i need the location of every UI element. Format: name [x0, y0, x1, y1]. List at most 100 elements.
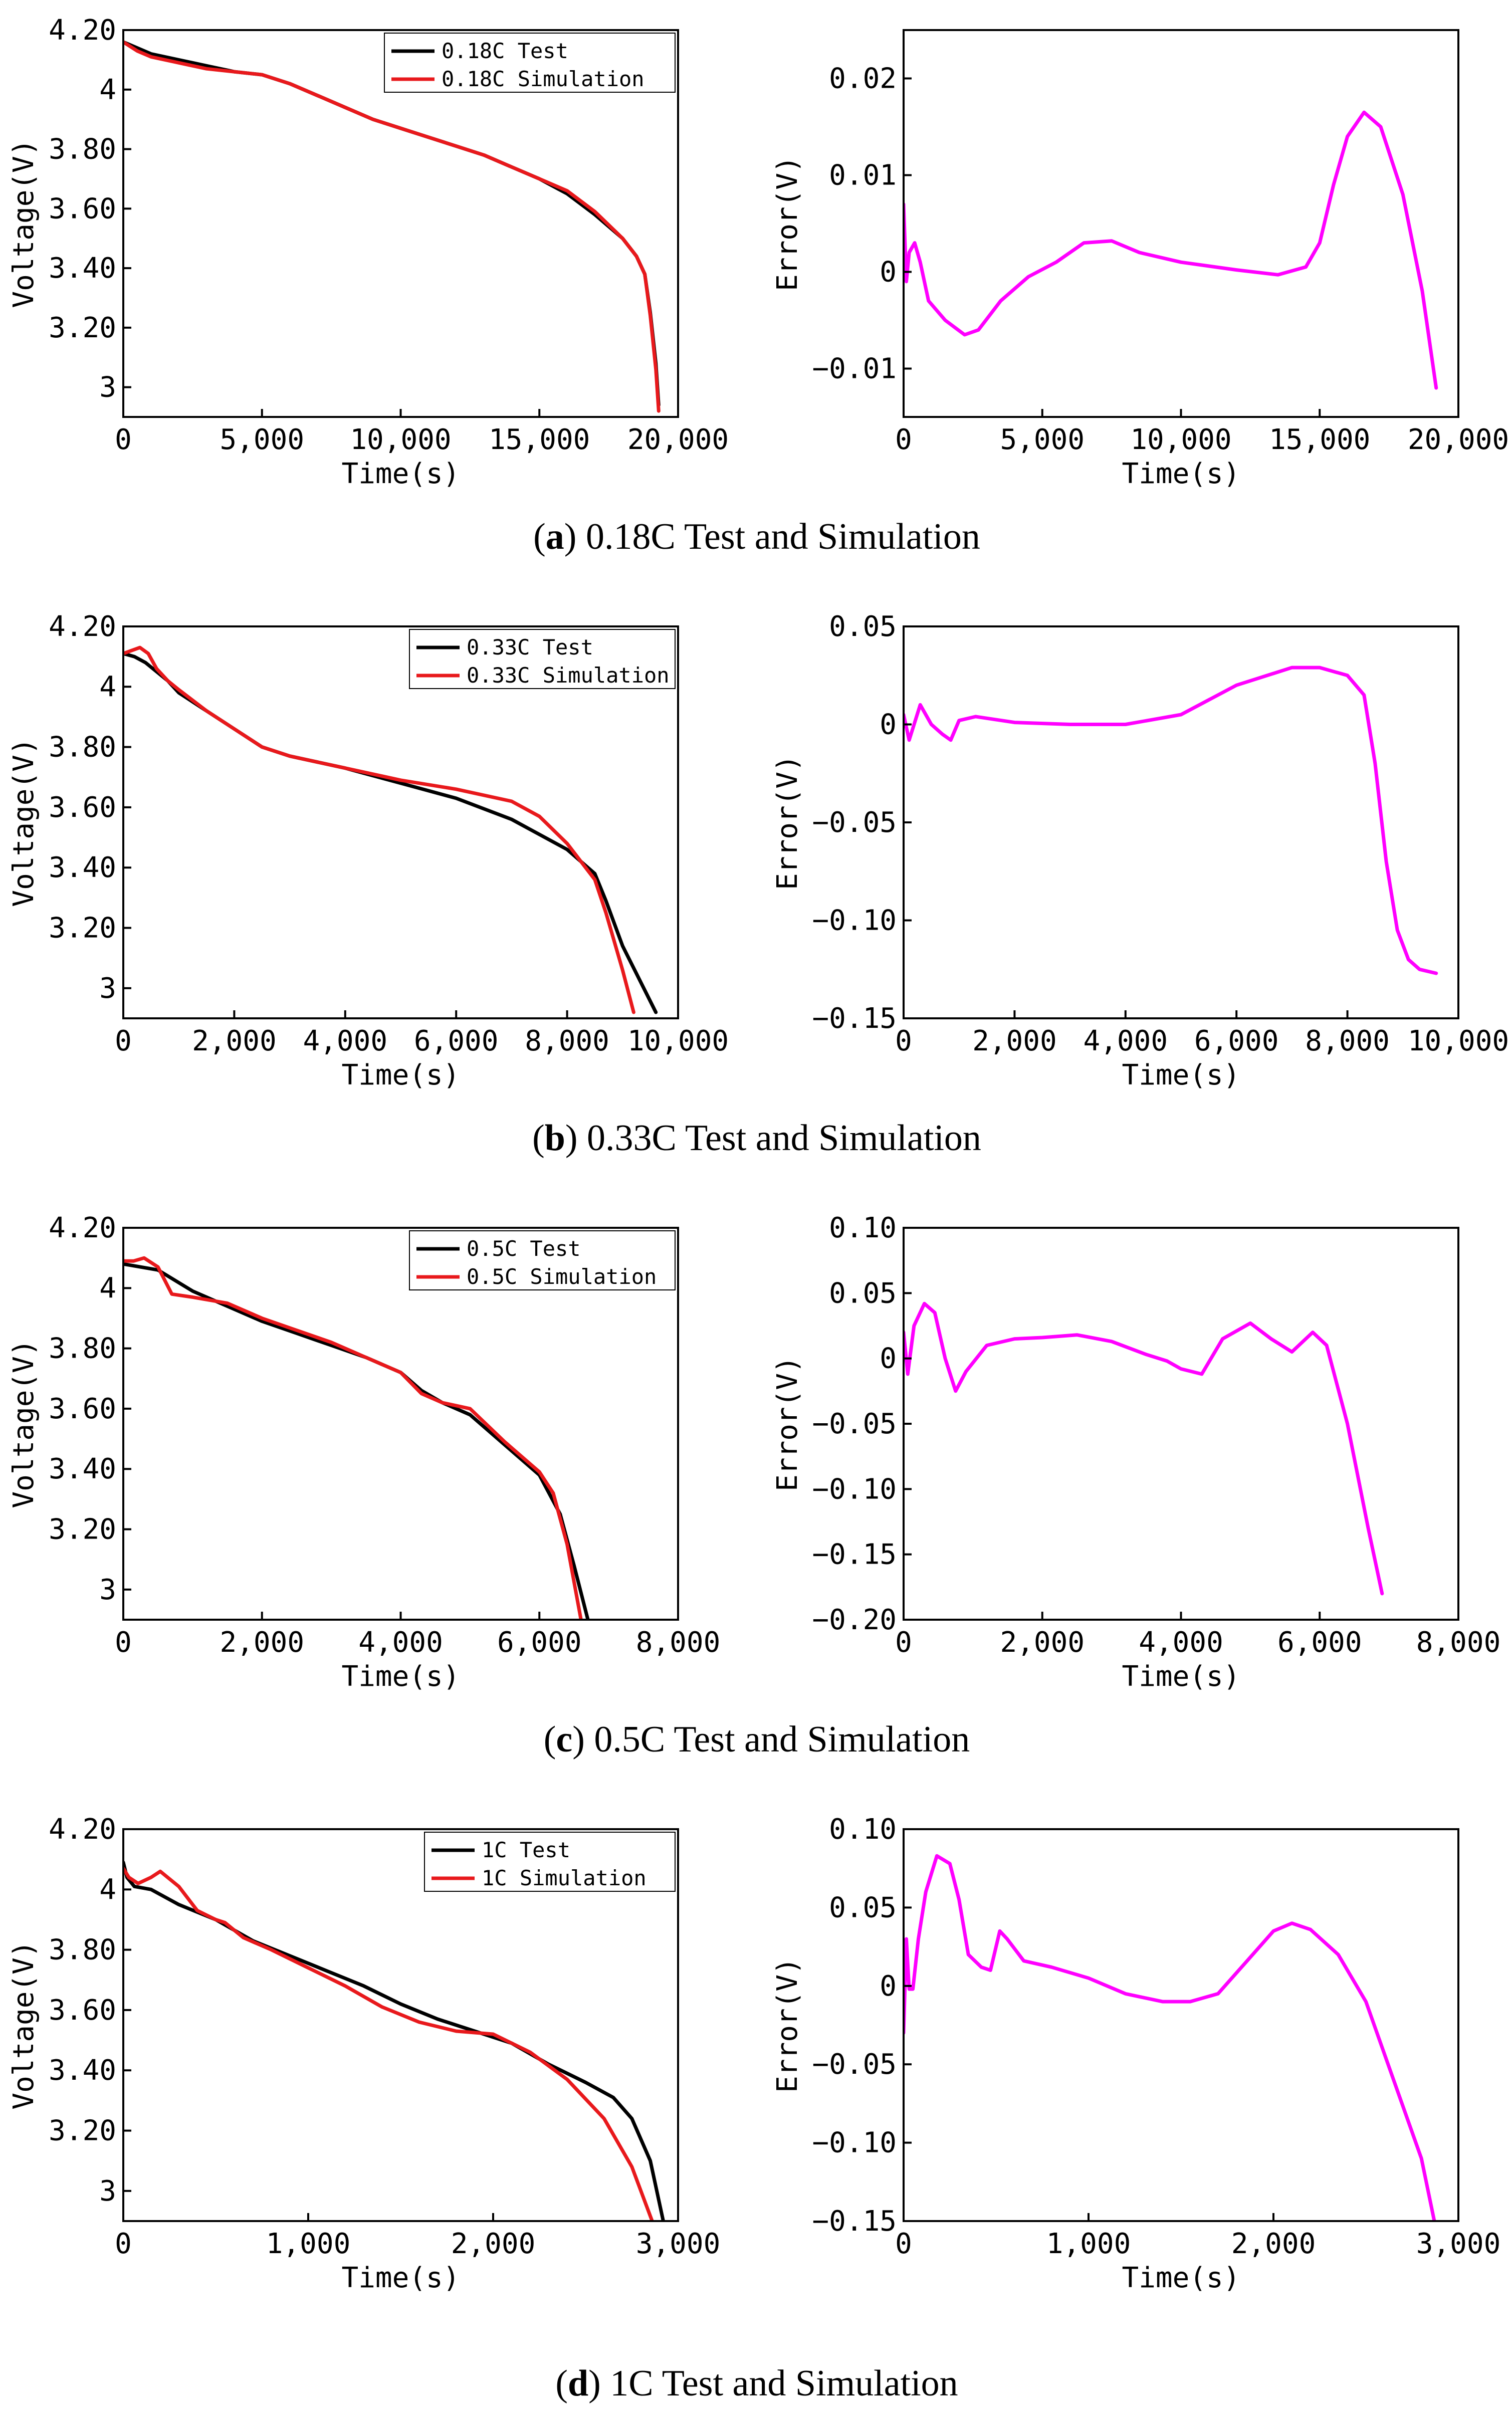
x-tick-label: 2,000: [451, 2228, 536, 2260]
y-tick-label: 3.60: [49, 1393, 116, 1425]
x-axis-title: Time(s): [1122, 458, 1240, 490]
x-tick-label: 4,000: [1139, 1626, 1223, 1659]
y-axis-title: Error(V): [771, 1957, 804, 2093]
caption-b: (b) 0.33C Test and Simulation: [532, 1118, 981, 1159]
y-tick-label: 0.05: [829, 610, 897, 643]
y-tick-label: 4.20: [49, 1212, 116, 1244]
caption-d-text: 1C Test and Simulation: [601, 2363, 958, 2404]
y-tick-label: 3.40: [49, 851, 116, 884]
y-axis-title: Voltage(V): [8, 738, 40, 907]
y-tick-label: 3.20: [49, 1513, 116, 1546]
series-0-5c-error: [904, 1301, 1384, 1596]
y-tick-label: 0: [880, 1343, 897, 1375]
y-tick-label: 0.01: [829, 159, 897, 192]
chart-b-error: 0 2,000 4,000 6,000 8,000 10,000 −0.15 −0.10 −0.…: [771, 610, 1509, 1091]
series-0-18c-simulation: [123, 40, 661, 413]
y-tick-label: 4: [99, 1873, 116, 1906]
y-tick-label: 0: [880, 1970, 897, 2003]
x-tick-label: 8,000: [1305, 1025, 1390, 1057]
series-1c-test: [123, 1860, 665, 2221]
x-tick-label: 0: [115, 423, 132, 456]
caption-b-letter: b: [545, 1118, 565, 1159]
y-tick-label: −0.15: [812, 1002, 897, 1035]
x-tick-label: 15,000: [1269, 423, 1370, 456]
series-0-5c-simulation: [123, 1256, 583, 1620]
legend-label: 1C Simulation: [482, 1866, 646, 1890]
y-tick-label: 4.20: [49, 14, 116, 47]
legend-label: 0.18C Test: [442, 39, 568, 63]
legend: 0.33C Test 0.33C Simulation: [409, 629, 676, 689]
x-tick-label: 15,000: [489, 423, 590, 456]
y-axis-title: Error(V): [771, 1356, 804, 1491]
x-tick-label: 8,000: [525, 1025, 609, 1057]
legend-label: 1C Test: [482, 1838, 570, 1862]
y-tick-label: 4: [99, 671, 116, 703]
y-tick-label: 3.20: [49, 2115, 116, 2147]
plot-frame: [903, 625, 1459, 1019]
x-tick-label: 1,000: [1046, 2228, 1131, 2260]
y-tick-label: −0.10: [812, 905, 897, 937]
x-tick-label: 4,000: [1084, 1025, 1168, 1057]
legend: 0.18C Test 0.18C Simulation: [384, 33, 676, 93]
legend-label: 0.33C Simulation: [467, 663, 670, 688]
y-tick-label: −0.10: [812, 1473, 897, 1505]
legend-box: [384, 33, 676, 93]
chart-a-error: 0 5,000 10,000 15,000 20,000 −0.01 0 0.01 0.02 Ti…: [771, 29, 1509, 490]
y-tick-label: 0: [880, 256, 897, 289]
y-tick-label: 3.60: [49, 192, 116, 225]
x-tick-label: 0: [895, 423, 912, 456]
y-tick-label: 3.20: [49, 312, 116, 344]
x-tick-label: 0: [115, 2228, 132, 2260]
chart-a-voltage: 0 5,000 10,000 15,000 20,000 3 3.20 3.40 3.60 3.8…: [8, 14, 729, 490]
legend-label: 0.5C Test: [467, 1236, 581, 1261]
y-tick-label: 0.10: [829, 1813, 897, 1846]
caption-d-letter: d: [568, 2363, 588, 2404]
y-tick-label: 0.05: [829, 1277, 897, 1309]
y-tick-label: 3: [99, 371, 116, 404]
x-axis-title: Time(s): [341, 1660, 460, 1693]
x-tick-label: 3,000: [636, 2228, 721, 2260]
y-tick-label: 4.20: [49, 610, 116, 643]
x-axis-title: Time(s): [341, 458, 460, 490]
x-tick-label: 2,000: [1000, 1626, 1085, 1659]
y-tick-label: −0.15: [812, 2205, 897, 2238]
series-0-33c-error: [904, 666, 1438, 975]
x-tick-label: 0: [115, 1025, 132, 1057]
series-1c-simulation: [123, 1866, 654, 2221]
y-tick-label: −0.15: [812, 1539, 897, 1571]
y-tick-label: 4: [99, 1272, 116, 1304]
x-tick-label: 2,000: [972, 1025, 1057, 1057]
y-tick-label: 3: [99, 2175, 116, 2208]
x-axis-title: Time(s): [1122, 1059, 1240, 1091]
y-tick-label: 3.20: [49, 912, 116, 945]
caption-b-text: 0.33C Test and Simulation: [578, 1118, 981, 1159]
legend-label: 0.5C Simulation: [467, 1264, 657, 1289]
x-tick-label: 10,000: [350, 423, 451, 456]
x-axis-title: Time(s): [1122, 1660, 1240, 1693]
y-tick-label: −0.05: [812, 2048, 897, 2081]
series-0-18c-error: [904, 110, 1438, 390]
x-tick-label: 5,000: [220, 423, 304, 456]
caption-a-text: 0.18C Test and Simulation: [576, 516, 980, 557]
y-tick-label: 3.40: [49, 1453, 116, 1485]
x-axis-title: Time(s): [341, 2262, 460, 2294]
y-tick-label: 3.80: [49, 1333, 116, 1365]
y-tick-label: 3: [99, 1574, 116, 1606]
plot-frame: [903, 1828, 1459, 2222]
plot-frame: [122, 1828, 679, 2222]
series-0-5c-test: [123, 1262, 590, 1620]
caption-a: (a) 0.18C Test and Simulation: [533, 516, 980, 557]
caption-a-letter: a: [546, 516, 564, 557]
x-axis-title: Time(s): [1122, 2262, 1240, 2294]
x-tick-label: 10,000: [1408, 1025, 1509, 1057]
x-tick-label: 4,000: [303, 1025, 388, 1057]
x-tick-label: 8,000: [636, 1626, 721, 1659]
chart-d-error: 0 1,000 2,000 3,000 −0.15 −0.10 −0.05 0 0.05 0.10…: [771, 1813, 1500, 2294]
y-tick-label: −0.10: [812, 2127, 897, 2159]
legend-box: [409, 629, 676, 689]
x-axis-title: Time(s): [341, 1059, 460, 1091]
x-tick-label: 6,000: [414, 1025, 499, 1057]
caption-c-text: 0.5C Test and Simulation: [585, 1719, 970, 1760]
y-tick-label: 3.60: [49, 1994, 116, 2027]
